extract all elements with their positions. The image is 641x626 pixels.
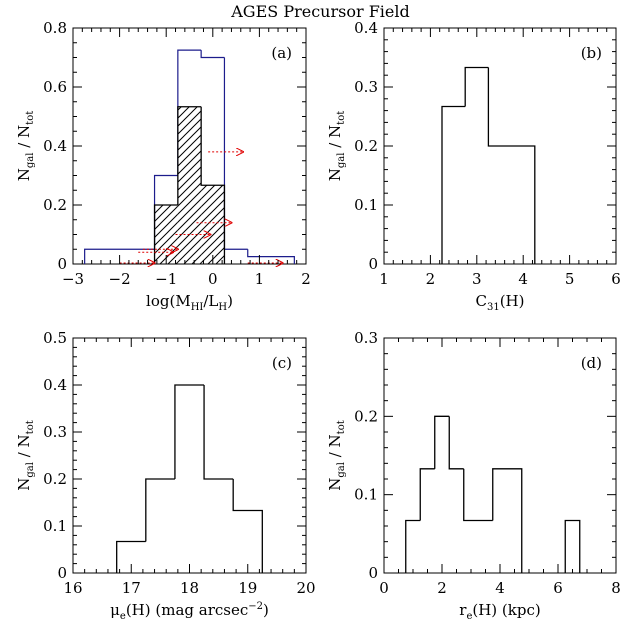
x-tick-label: 1 (379, 270, 389, 288)
panel-label: (a) (271, 44, 292, 62)
x-axis-label: μe(H) (mag arcsec−2) (110, 601, 269, 622)
y-tick-label: 0.6 (43, 78, 67, 96)
x-axis-label: re(H) (kpc) (459, 601, 540, 622)
y-tick-label: 0.5 (43, 329, 67, 347)
y-tick-label: 0.4 (43, 137, 67, 155)
panel-label: (c) (272, 354, 292, 372)
ticks: 0 2 4 6 8 0 0.1 0.2 0.3 (354, 329, 621, 597)
y-tick-label: 0.2 (43, 196, 67, 214)
y-axis-label: Ngal / Ntot (326, 111, 347, 181)
y-tick-label: 0.2 (43, 470, 67, 488)
panel-d: 0 2 4 6 8 0 0.1 0.2 0.3 (d) re(H) (kpc) Ngal / Ntot (326, 329, 621, 622)
x-tick-label: 6 (611, 270, 621, 288)
histogram-outline (405, 415, 581, 573)
y-tick-label: 0.4 (354, 19, 378, 37)
x-tick-label: 2 (426, 270, 436, 288)
series-black-outline (116, 384, 263, 573)
figure-title: AGES Precursor Field (231, 2, 410, 21)
x-tick-label: 20 (296, 579, 315, 597)
x-tick-label: 1 (255, 270, 265, 288)
y-tick-label: 0.2 (354, 407, 378, 425)
ticks: 1 2 3 4 5 6 0 0.1 0.2 0.3 0.4 (354, 19, 621, 288)
x-tick-label: −2 (109, 270, 131, 288)
y-tick-label: 0 (368, 564, 378, 582)
y-tick-label: 0.3 (354, 329, 378, 347)
x-axis-label: log(MHI/LH) (146, 292, 233, 313)
x-tick-label: −3 (62, 270, 84, 288)
x-tick-label: 6 (553, 579, 563, 597)
x-axis-label: C31(H) (475, 292, 524, 313)
y-tick-label: 0.1 (43, 517, 67, 535)
x-tick-label: 3 (472, 270, 482, 288)
x-tick-label: 16 (63, 579, 82, 597)
x-tick-label: 18 (180, 579, 199, 597)
series-black-outline (405, 415, 581, 573)
series-black-hatched (153, 106, 226, 264)
x-tick-label: 4 (518, 270, 528, 288)
series-black-outline (441, 66, 536, 264)
ticks: 16 17 18 19 20 0 0.1 0.2 0.3 0.4 0.5 (43, 329, 315, 597)
panel-a: −3 −2 −1 0 1 2 0 0.2 0.4 0.6 0.8 (a) log(MHI/LH) Ngal… (15, 19, 311, 313)
y-tick-label: 0 (57, 255, 67, 273)
x-tick-label: 0 (208, 270, 218, 288)
hatched-bar (201, 185, 225, 264)
histogram-outline (116, 384, 263, 573)
x-tick-label: 2 (301, 270, 311, 288)
y-tick-label: 0.8 (43, 19, 67, 37)
ticks: −3 −2 −1 0 1 2 0 0.2 0.4 0.6 0.8 (43, 19, 311, 288)
plot-frame (72, 337, 307, 574)
y-axis-label: Ngal / Ntot (15, 111, 36, 181)
plot-frame (383, 337, 617, 574)
y-tick-label: 0.3 (43, 423, 67, 441)
x-tick-label: 17 (122, 579, 141, 597)
y-tick-label: 0.3 (354, 78, 378, 96)
x-tick-label: 5 (565, 270, 575, 288)
x-tick-label: 4 (495, 579, 505, 597)
y-tick-label: 0.1 (354, 486, 378, 504)
x-tick-label: 19 (238, 579, 257, 597)
y-tick-label: 0.4 (43, 376, 67, 394)
y-axis-label: Ngal / Ntot (15, 420, 36, 490)
y-tick-label: 0.2 (354, 137, 378, 155)
x-tick-label: −1 (155, 270, 177, 288)
panel-label: (d) (581, 354, 602, 372)
y-axis-label: Ngal / Ntot (326, 420, 347, 490)
panel-label: (b) (581, 44, 602, 62)
histogram-outline (441, 66, 536, 264)
x-tick-label: 8 (611, 579, 621, 597)
y-tick-label: 0 (368, 255, 378, 273)
panel-c: 16 17 18 19 20 0 0.1 0.2 0.3 0.4 0.5 (c) μe(H) (mag … (15, 329, 316, 622)
hatched-bar (177, 106, 202, 264)
y-tick-label: 0.1 (354, 196, 378, 214)
x-tick-label: 0 (379, 579, 389, 597)
y-tick-label: 0 (57, 564, 67, 582)
panel-b: 1 2 3 4 5 6 0 0.1 0.2 0.3 0.4 (b) C31(H) Ngal / Ntot (326, 19, 621, 313)
x-tick-label: 2 (437, 579, 447, 597)
lower-limits (119, 152, 283, 263)
